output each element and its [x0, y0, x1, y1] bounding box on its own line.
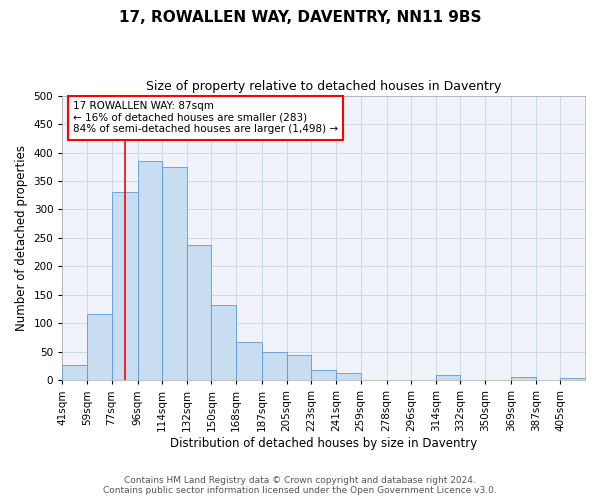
Y-axis label: Number of detached properties: Number of detached properties — [15, 145, 28, 331]
Bar — [236, 342, 262, 380]
Bar — [287, 355, 311, 380]
Bar — [211, 304, 236, 380]
Bar — [62, 365, 87, 380]
Bar — [262, 352, 287, 380]
Bar — [336, 373, 361, 380]
Text: 17 ROWALLEN WAY: 87sqm
← 16% of detached houses are smaller (283)
84% of semi-de: 17 ROWALLEN WAY: 87sqm ← 16% of detached… — [73, 102, 338, 134]
Bar — [112, 192, 137, 380]
Bar — [162, 166, 187, 380]
Bar — [436, 374, 460, 380]
Text: Contains HM Land Registry data © Crown copyright and database right 2024.
Contai: Contains HM Land Registry data © Crown c… — [103, 476, 497, 495]
Title: Size of property relative to detached houses in Daventry: Size of property relative to detached ho… — [146, 80, 502, 93]
Bar — [511, 378, 536, 380]
Text: 17, ROWALLEN WAY, DAVENTRY, NN11 9BS: 17, ROWALLEN WAY, DAVENTRY, NN11 9BS — [119, 10, 481, 25]
Bar — [87, 314, 112, 380]
Bar — [137, 161, 162, 380]
Bar — [311, 370, 336, 380]
X-axis label: Distribution of detached houses by size in Daventry: Distribution of detached houses by size … — [170, 437, 477, 450]
Bar — [560, 378, 585, 380]
Bar — [187, 246, 211, 380]
